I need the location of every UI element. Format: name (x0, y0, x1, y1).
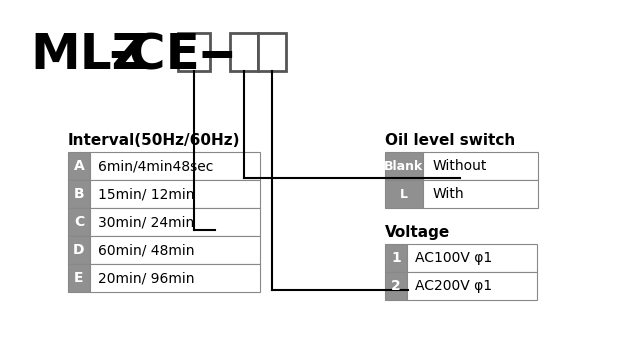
Text: With: With (433, 187, 464, 201)
Bar (178, 33, 210, 71)
Text: 30min/ 24min: 30min/ 24min (98, 215, 194, 229)
Text: 15min/ 12min: 15min/ 12min (98, 187, 194, 201)
Bar (385, 152, 423, 180)
Bar (423, 180, 538, 208)
Text: C: C (74, 215, 84, 229)
Text: B: B (74, 187, 84, 201)
Text: 2: 2 (391, 279, 401, 293)
Text: Blank: Blank (384, 159, 424, 173)
Text: L: L (400, 187, 408, 201)
Bar (90, 264, 260, 292)
Text: MLZ: MLZ (30, 31, 148, 79)
Bar (68, 180, 90, 208)
Bar (423, 152, 538, 180)
Text: AC100V φ1: AC100V φ1 (415, 251, 492, 265)
Bar (68, 152, 90, 180)
Bar (385, 272, 407, 300)
Bar (90, 208, 260, 236)
Bar (90, 236, 260, 264)
Text: Without: Without (433, 159, 487, 173)
Text: E: E (75, 271, 83, 285)
Text: D: D (73, 243, 85, 257)
Text: 6min/4min48sec: 6min/4min48sec (98, 159, 213, 173)
Bar (385, 244, 407, 272)
Text: 1: 1 (391, 251, 401, 265)
Bar (407, 244, 537, 272)
Text: Interval(50Hz/60Hz): Interval(50Hz/60Hz) (68, 133, 241, 148)
Text: -CE-: -CE- (108, 31, 220, 79)
Bar (90, 180, 260, 208)
Bar (407, 272, 537, 300)
Bar (68, 208, 90, 236)
Text: A: A (74, 159, 84, 173)
Text: Voltage: Voltage (385, 225, 450, 240)
Text: -: - (213, 31, 234, 79)
Text: AC200V φ1: AC200V φ1 (415, 279, 492, 293)
Bar (385, 180, 423, 208)
Bar (230, 33, 258, 71)
Text: 20min/ 96min: 20min/ 96min (98, 271, 194, 285)
Text: Oil level switch: Oil level switch (385, 133, 515, 148)
Text: 60min/ 48min: 60min/ 48min (98, 243, 194, 257)
Bar (68, 236, 90, 264)
Bar (258, 33, 286, 71)
Bar (90, 152, 260, 180)
Bar (68, 264, 90, 292)
